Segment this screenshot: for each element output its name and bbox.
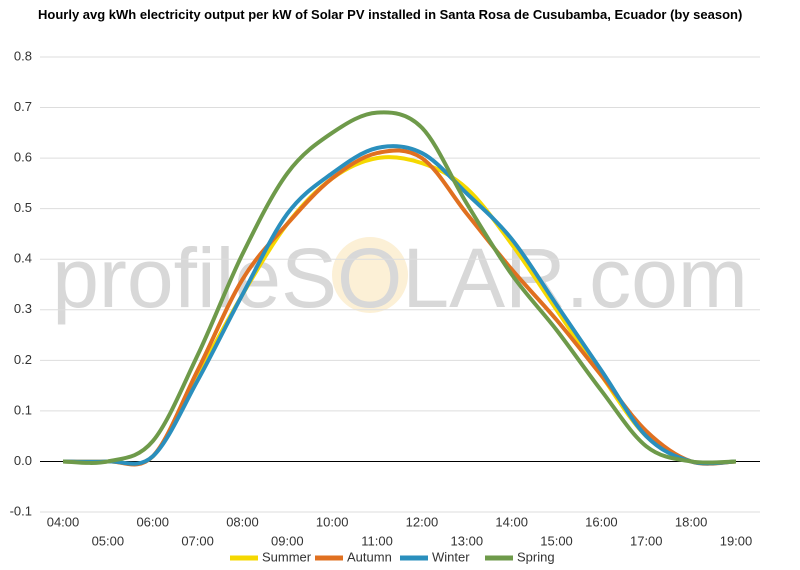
- x-tick-label: 19:00: [720, 533, 753, 548]
- x-tick-label: 13:00: [451, 533, 484, 548]
- y-tick-label: 0.0: [14, 453, 32, 468]
- y-tick-label: 0.8: [14, 48, 32, 63]
- x-tick-label: 11:00: [361, 533, 393, 548]
- legend-label: Summer: [262, 549, 312, 564]
- x-tick-label: 16:00: [585, 514, 618, 529]
- x-tick-label: 12:00: [406, 514, 439, 529]
- x-tick-label: 08:00: [226, 514, 259, 529]
- y-tick-label: 0.2: [14, 352, 32, 367]
- chart-title: Hourly avg kWh electricity output per kW…: [38, 7, 743, 22]
- x-tick-label: 07:00: [181, 533, 214, 548]
- y-tick-label: -0.1: [10, 503, 32, 518]
- watermark: profileSOLAR.com: [52, 231, 748, 325]
- x-tick-label: 15:00: [540, 533, 573, 548]
- series-line: [62, 110, 737, 465]
- x-tick-label: 06:00: [136, 514, 169, 529]
- legend-label: Spring: [517, 549, 555, 564]
- title-box: Hourly avg kWh electricity output per kW…: [38, 7, 743, 22]
- y-tick-label: 0.1: [14, 402, 32, 417]
- x-tick-label: 14:00: [495, 514, 528, 529]
- y-tick-label: 0.4: [14, 251, 32, 266]
- y-tick-label: 0.3: [14, 301, 32, 316]
- y-tick-label: 0.7: [14, 99, 32, 114]
- legend-label: Winter: [432, 549, 470, 564]
- x-tick-label: 05:00: [92, 533, 125, 548]
- y-tick-label: 0.6: [14, 150, 32, 165]
- series-line: [62, 144, 737, 466]
- y-tick-label: 0.5: [14, 200, 32, 215]
- x-tick-label: 17:00: [630, 533, 663, 548]
- x-tick-label: 09:00: [271, 533, 304, 548]
- x-tick-label: 18:00: [675, 514, 708, 529]
- x-tick-label: 10:00: [316, 514, 349, 529]
- x-tick-label: 04:00: [47, 514, 80, 529]
- legend-label: Autumn: [347, 549, 392, 564]
- watermark-sun: [332, 237, 408, 313]
